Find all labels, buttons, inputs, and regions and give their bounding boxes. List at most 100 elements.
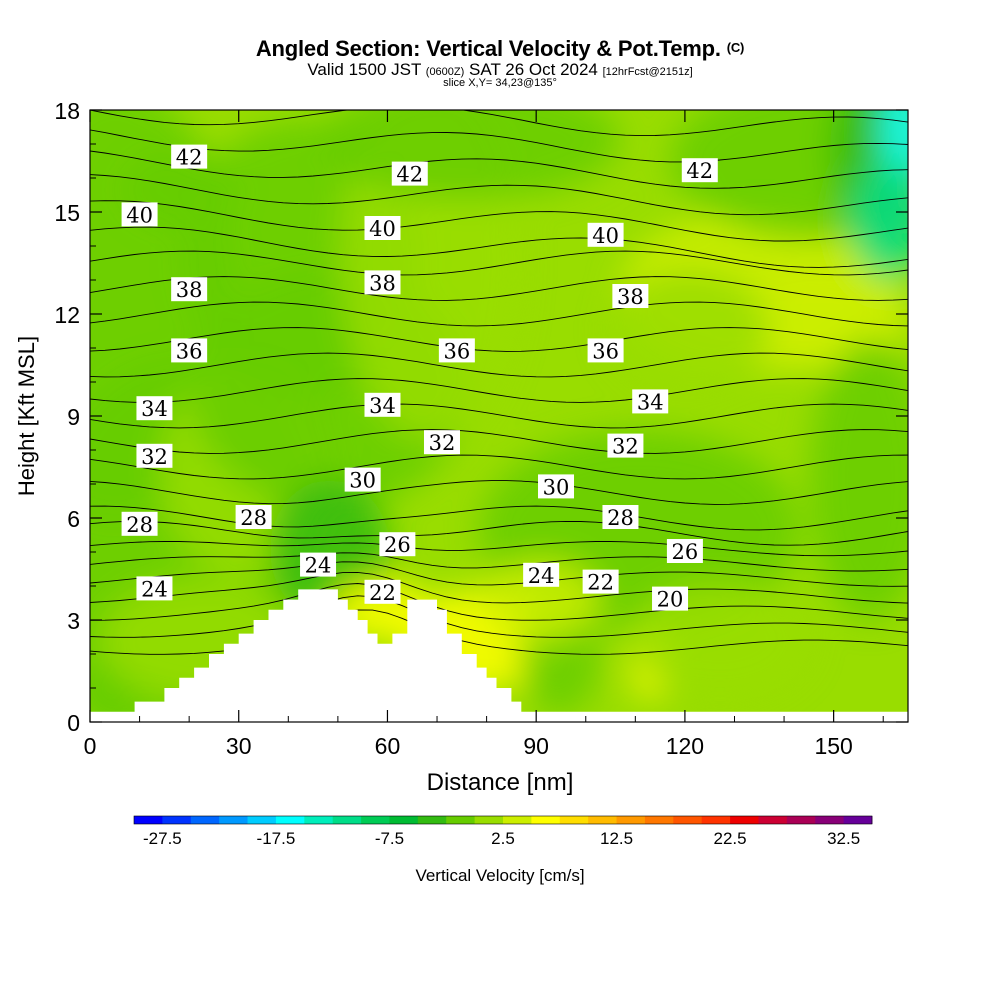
colorbar-swatch xyxy=(446,816,476,824)
x-tick-label: 60 xyxy=(375,733,401,759)
x-tick-label: 0 xyxy=(84,733,97,759)
y-axis-label: Height [Kft MSL] xyxy=(14,336,39,496)
theta-label-text: 26 xyxy=(672,540,699,564)
theta-label-text: 24 xyxy=(305,554,332,578)
theta-label-box xyxy=(652,586,689,611)
theta-label-32: 32 xyxy=(423,430,460,455)
theta-label-text: 36 xyxy=(176,339,203,363)
chart-title-unit: (C) xyxy=(726,40,745,55)
theta-label-22: 22 xyxy=(582,569,619,595)
theta-contour-43 xyxy=(90,129,908,163)
theta-label-box xyxy=(121,202,158,227)
colorbar-tick-label: 12.5 xyxy=(600,829,633,848)
theta-label-text: 24 xyxy=(528,564,555,588)
theta-contour-32 xyxy=(90,403,908,429)
theta-contour-35 xyxy=(90,327,908,352)
theta-label-text: 30 xyxy=(543,475,570,499)
theta-label-28: 28 xyxy=(602,505,639,530)
theta-label-text: 36 xyxy=(592,339,619,363)
theta-label-text: 38 xyxy=(176,278,203,302)
y-tick-label: 6 xyxy=(67,506,80,532)
chart-title-text: Angled Section: Vertical Velocity & Pot.… xyxy=(255,36,721,61)
y-tick-label: 18 xyxy=(54,98,80,124)
theta-label-26: 26 xyxy=(666,539,703,564)
theta-label-text: 36 xyxy=(443,339,470,363)
valid-time: Valid 1500 JST xyxy=(307,60,422,79)
theta-label-box xyxy=(171,338,208,363)
theta-label-box xyxy=(523,562,560,587)
theta-label-22: 22 xyxy=(364,579,401,605)
y-tick-label: 15 xyxy=(54,200,80,226)
colorbar: -27.5 -17.5 -7.5 2.5 12.5 22.5 32.5 xyxy=(133,815,873,848)
theta-label-text: 28 xyxy=(607,506,634,530)
colorbar-swatch xyxy=(275,816,305,824)
theta-label-36: 36 xyxy=(438,338,475,363)
theta-label-box xyxy=(423,430,460,455)
theta-label-box xyxy=(607,433,644,458)
chart-title: Angled Section: Vertical Velocity & Pot.… xyxy=(0,36,1000,62)
theta-label-box xyxy=(587,222,624,247)
theta-label-28: 28 xyxy=(121,511,158,537)
theta-contour-36 xyxy=(90,301,908,327)
theta-contour-37 xyxy=(90,276,908,301)
colorbar-swatch xyxy=(162,816,192,824)
x-tick-label: 90 xyxy=(523,733,549,759)
theta-label-text: 34 xyxy=(369,394,396,418)
theta-label-box xyxy=(136,443,173,468)
theta-label-40: 40 xyxy=(121,202,158,227)
theta-label-30: 30 xyxy=(344,467,381,493)
theta-label-text: 28 xyxy=(240,506,267,530)
x-tick-label: 30 xyxy=(226,733,252,759)
theta-label-42: 42 xyxy=(681,158,718,183)
theta-contour-41 xyxy=(90,174,908,216)
theta-label-box xyxy=(364,216,401,240)
colorbar-label: Vertical Velocity [cm/s] xyxy=(415,866,584,885)
terrain-mask xyxy=(90,589,908,722)
theta-label-box xyxy=(538,474,575,499)
theta-label-box xyxy=(364,579,401,604)
theta-label-34: 34 xyxy=(364,392,401,418)
velocity-blob xyxy=(810,340,908,620)
theta-label-box xyxy=(587,338,624,363)
theta-label-box xyxy=(666,539,703,563)
colorbar-swatch xyxy=(843,816,873,824)
theta-label-text: 34 xyxy=(141,397,168,421)
theta-label-text: 38 xyxy=(617,285,644,309)
colorbar-swatch xyxy=(730,816,759,824)
theta-label-text: 34 xyxy=(637,390,664,414)
theta-label-box xyxy=(235,505,272,529)
theta-label-text: 42 xyxy=(686,159,713,183)
forecast-info: [12hrFcst@2151z] xyxy=(602,66,693,78)
theta-label-text: 30 xyxy=(349,469,376,493)
theta-contour-42 xyxy=(90,150,908,189)
theta-label-32: 32 xyxy=(136,443,173,469)
colorbar-swatch xyxy=(588,816,617,824)
y-tick-label: 0 xyxy=(67,710,80,736)
theta-label-box xyxy=(612,284,649,308)
colorbar-swatch xyxy=(644,816,674,824)
theta-label-38: 38 xyxy=(171,277,208,302)
x-tick-label: 150 xyxy=(814,733,852,759)
colorbar-swatch xyxy=(815,816,845,824)
x-axis-label: Distance [nm] xyxy=(427,769,574,796)
theta-label-42: 42 xyxy=(391,161,428,187)
theta-label-text: 32 xyxy=(141,445,168,469)
colorbar-tick-label: -17.5 xyxy=(257,829,296,848)
colorbar-swatch xyxy=(417,816,447,824)
theta-label-text: 40 xyxy=(126,203,153,227)
colorbar-swatch xyxy=(673,816,703,824)
theta-label-text: 40 xyxy=(369,217,396,241)
colorbar-tick-label: -7.5 xyxy=(375,829,404,848)
theta-label-30: 30 xyxy=(538,474,575,499)
velocity-blob xyxy=(610,270,770,390)
theta-contour-34 xyxy=(90,352,908,378)
theta-contour-33 xyxy=(90,378,908,403)
colorbar-swatch xyxy=(503,816,532,824)
colorbar-swatch xyxy=(134,816,163,824)
theta-label-text: 24 xyxy=(141,577,168,601)
colorbar-tick-label: 32.5 xyxy=(827,829,860,848)
theta-label-box xyxy=(364,270,401,295)
theta-contour-25 xyxy=(90,552,908,572)
theta-label-text: 32 xyxy=(612,435,639,459)
